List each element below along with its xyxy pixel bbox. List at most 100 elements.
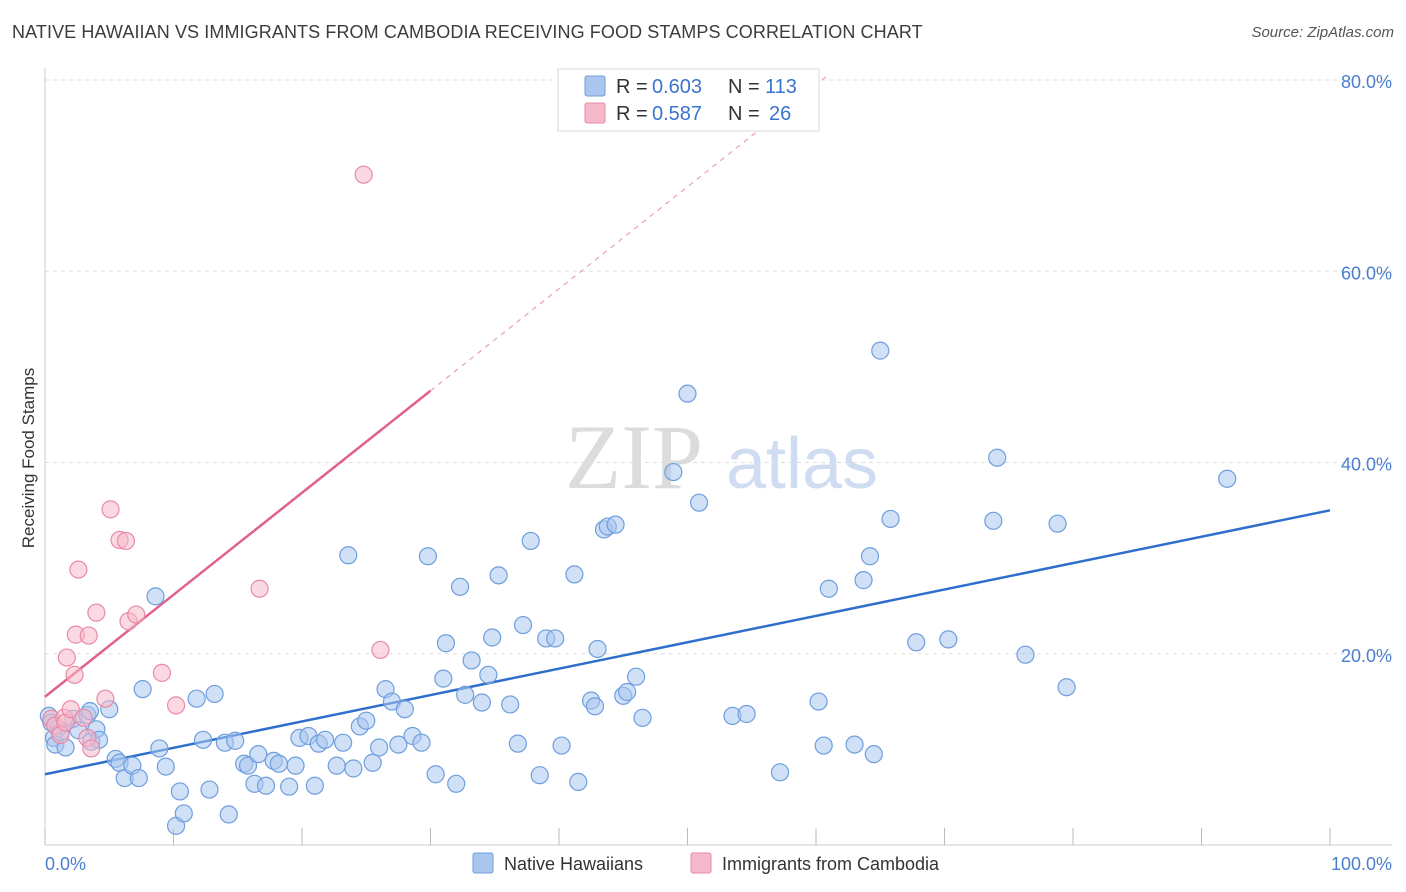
immigrants-from-cambodia-point-24 (354, 165, 373, 184)
native-hawaiians-point-104 (854, 571, 873, 590)
series-immigrants-from-cambodia (42, 165, 390, 758)
native-hawaiians-point-100 (809, 692, 828, 711)
native-hawaiians-point-103 (845, 735, 864, 754)
immigrants-from-cambodia-point-7 (65, 665, 84, 684)
native-hawaiians-point-32 (219, 805, 238, 824)
immigrants-from-cambodia-point-18 (116, 531, 136, 551)
watermark-zip: ZIP (565, 406, 703, 508)
axes (44, 68, 1392, 846)
x-tick-label-0: 0.0% (45, 854, 86, 874)
native-hawaiians-point-23 (156, 757, 175, 776)
legend-r-label: R = (616, 76, 648, 98)
native-hawaiians-point-63 (426, 765, 445, 784)
immigrants-from-cambodia-point-15 (96, 689, 115, 708)
native-hawaiians-point-76 (513, 615, 533, 635)
tick-labels: 20.0% 40.0% 60.0% 80.0% 0.0% 100.0% (45, 72, 1392, 874)
native-hawaiians-point-96 (689, 493, 709, 512)
series-native-hawaiians (39, 341, 1237, 835)
legend-n-value-blue: 113 (765, 76, 797, 98)
native-hawaiians-point-29 (200, 780, 219, 799)
native-hawaiians-point-64 (434, 669, 453, 688)
native-hawaiians-point-53 (357, 711, 376, 730)
native-hawaiians-point-93 (633, 708, 652, 727)
legend-r-label: R = (616, 103, 648, 125)
native-hawaiians-point-50 (339, 546, 358, 565)
legend-label-immigrants-from-cambodia: Immigrants from Cambodia (722, 854, 940, 874)
native-hawaiians-point-33 (226, 731, 245, 750)
native-hawaiians-point-35 (238, 756, 258, 775)
native-hawaiians-point-19 (129, 768, 148, 788)
immigrants-from-cambodia-point-9 (69, 560, 88, 579)
chart-title: NATIVE HAWAIIAN VS IMMIGRANTS FROM CAMBO… (12, 22, 923, 42)
native-hawaiians-point-48 (327, 756, 346, 775)
x-tick-label-1: 100.0% (1331, 854, 1392, 874)
native-hawaiians-point-78 (530, 766, 549, 785)
native-hawaiians-point-65 (436, 634, 456, 653)
native-hawaiians-point-108 (881, 509, 900, 529)
native-hawaiians-point-59 (395, 700, 414, 719)
immigrants-from-cambodia-point-16 (101, 500, 120, 519)
gridlines (45, 79, 1392, 655)
native-hawaiians-point-62 (418, 547, 438, 566)
native-hawaiians-point-55 (370, 738, 389, 757)
native-hawaiians-point-107 (871, 341, 890, 360)
series-legend: Native Hawaiians Immigrants from Cambodi… (472, 852, 940, 874)
native-hawaiians-point-91 (618, 682, 637, 702)
immigrants-from-cambodia-point-23 (250, 579, 269, 598)
native-hawaiians-point-54 (363, 753, 382, 772)
immigrants-from-cambodia-point-6 (61, 700, 80, 719)
native-hawaiians-point-74 (501, 695, 520, 714)
native-hawaiians-point-95 (678, 384, 697, 403)
native-hawaiians-point-28 (193, 730, 213, 749)
y-tick-label-2: 60.0% (1341, 263, 1392, 283)
y-tick-label-0: 20.0% (1341, 646, 1392, 666)
native-hawaiians-point-111 (984, 511, 1003, 530)
native-hawaiians-point-99 (770, 763, 790, 782)
native-hawaiians-point-69 (462, 651, 481, 670)
native-hawaiians-point-68 (456, 685, 475, 704)
native-hawaiians-point-58 (389, 735, 408, 754)
immigrants-from-cambodia-point-25 (371, 640, 390, 660)
legend-n-label: N = (728, 103, 760, 125)
correlation-legend: R = 0.603 N = 113 R = 0.587 N = 26 (557, 68, 820, 132)
native-hawaiians-point-22 (150, 739, 169, 758)
native-hawaiians-point-116 (1218, 469, 1237, 488)
native-hawaiians-point-27 (187, 689, 206, 708)
legend-swatch-blue (584, 75, 606, 97)
immigrants-from-cambodia-point-5 (57, 648, 76, 667)
native-hawaiians-point-86 (588, 639, 607, 659)
native-hawaiians-point-77 (521, 531, 540, 551)
native-hawaiians-point-38 (256, 776, 276, 795)
native-hawaiians-point-106 (864, 745, 883, 764)
native-hawaiians-point-102 (819, 579, 838, 598)
native-hawaiians-point-101 (814, 736, 833, 755)
native-hawaiians-point-41 (280, 777, 299, 796)
native-hawaiians-point-115 (1057, 678, 1076, 697)
native-hawaiians-point-92 (626, 667, 646, 686)
native-hawaiians-point-98 (737, 704, 756, 724)
native-hawaiians-point-37 (249, 745, 268, 764)
native-hawaiians-point-30 (205, 684, 224, 704)
native-hawaiians-point-94 (664, 462, 683, 482)
native-hawaiians-point-113 (1016, 645, 1035, 664)
immigrants-from-cambodia-point-13 (82, 739, 101, 758)
chart-source: Source: ZipAtlas.com (1251, 24, 1394, 41)
native-hawaiians-point-25 (170, 782, 190, 801)
native-hawaiians-point-67 (450, 577, 470, 596)
legend-swatch-immigrants-from-cambodia (690, 852, 712, 874)
y-tick-label-1: 40.0% (1341, 455, 1392, 475)
legend-n-value-pink: 26 (769, 103, 791, 125)
immigrants-from-cambodia-point-20 (127, 605, 146, 624)
native-hawaiians-point-42 (286, 756, 305, 775)
native-hawaiians-point-85 (585, 697, 605, 716)
native-hawaiians-point-51 (344, 759, 363, 778)
legend-n-label: N = (728, 76, 760, 98)
native-hawaiians-point-80 (546, 629, 565, 648)
trendline-immigrants-from-cambodia (44, 389, 432, 698)
native-hawaiians-point-47 (316, 730, 335, 749)
native-hawaiians-point-89 (606, 515, 625, 534)
immigrants-from-cambodia-point-21 (152, 663, 172, 682)
legend-label-native-hawaiians: Native Hawaiians (504, 854, 643, 874)
native-hawaiians-point-45 (305, 776, 324, 795)
native-hawaiians-point-61 (412, 733, 431, 752)
